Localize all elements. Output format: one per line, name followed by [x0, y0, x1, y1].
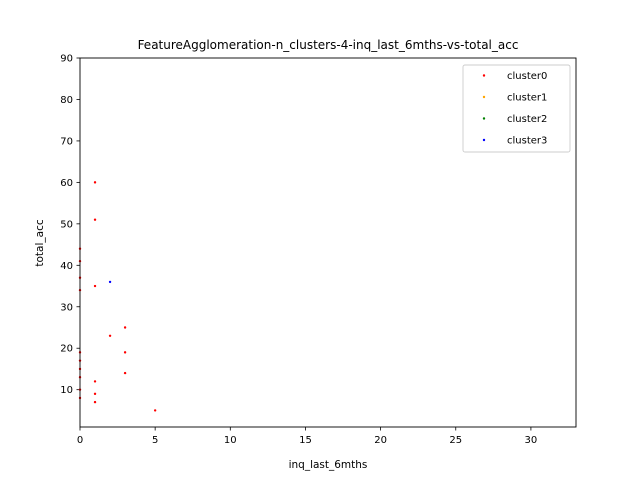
legend-box [462, 64, 571, 153]
data-point-cluster0 [108, 334, 112, 337]
data-points [78, 181, 157, 412]
data-point-cluster0 [123, 371, 127, 375]
data-point-cluster0 [123, 351, 127, 354]
x-tick-label: 20 [374, 435, 387, 446]
y-axis-ticks: 10 20 30 40 50 60 70 80 90 [60, 54, 80, 396]
y-tick-label: 90 [60, 54, 73, 65]
x-axis-ticks: 0 5 10 15 20 25 30 [77, 427, 537, 446]
legend-label-cluster1: cluster1 [507, 93, 547, 104]
y-tick-label: 60 [60, 178, 73, 189]
y-tick-label: 40 [60, 261, 73, 272]
data-point-cluster0 [93, 380, 97, 383]
legend-marker-cluster0 [482, 74, 486, 77]
y-axis-label: total_acc [34, 219, 46, 266]
x-tick-label: 5 [152, 435, 158, 446]
x-axis-label: inq_last_6mths [289, 459, 368, 471]
y-tick-label: 30 [60, 302, 73, 313]
y-tick-label: 70 [60, 136, 73, 147]
x-tick-label: 10 [224, 435, 237, 446]
legend-label-cluster0: cluster0 [507, 71, 547, 82]
data-point-cluster0 [123, 326, 127, 329]
data-point-cluster0 [93, 181, 97, 184]
chart-title: FeatureAgglomeration-n_clusters-4-inq_la… [138, 38, 519, 52]
x-tick-label: 0 [77, 435, 83, 446]
x-tick-label: 15 [299, 435, 312, 446]
data-point-cluster3 [108, 280, 112, 284]
data-point-cluster0 [153, 409, 157, 412]
data-point-cluster0 [93, 284, 97, 288]
legend-marker-cluster3 [482, 138, 486, 142]
plot-frame [79, 57, 577, 428]
x-tick-label: 25 [449, 435, 462, 446]
x-tick-label: 30 [525, 435, 538, 446]
legend: cluster0 cluster1 cluster2 cluster3 [462, 64, 571, 153]
legend-label-cluster2: cluster2 [507, 114, 547, 125]
data-point-cluster0 [93, 392, 97, 396]
legend-marker-cluster1 [482, 95, 486, 99]
y-tick-label: 80 [60, 95, 73, 106]
y-tick-label: 10 [60, 385, 73, 396]
legend-marker-cluster2 [482, 117, 486, 120]
y-tick-label: 20 [60, 344, 73, 355]
data-point-cluster0 [93, 218, 97, 221]
legend-label-cluster3: cluster3 [507, 136, 547, 147]
y-tick-label: 50 [60, 219, 73, 230]
data-point-cluster0 [93, 400, 97, 404]
